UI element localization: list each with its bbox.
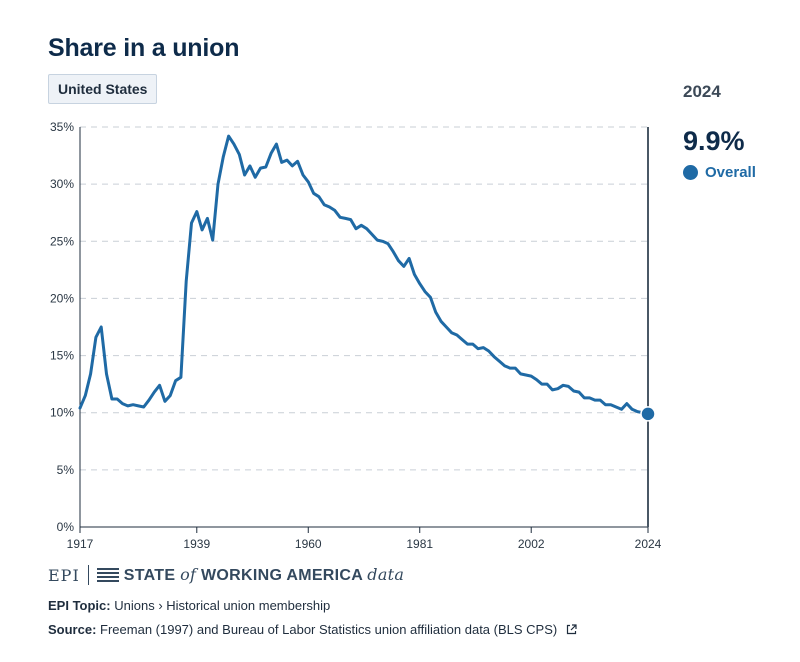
selected-year: 2024 xyxy=(683,82,721,102)
external-link-icon[interactable] xyxy=(566,624,577,635)
logo-of: of xyxy=(180,565,196,584)
source-line: Source: Freeman (1997) and Bureau of Lab… xyxy=(48,622,577,637)
x-tick-label: 2024 xyxy=(635,537,662,551)
epi-swa-logo: EPI STATE of WORKING AMERICA data xyxy=(48,565,404,585)
y-tick-label: 10% xyxy=(50,406,74,420)
y-tick-label: 0% xyxy=(57,520,75,534)
y-tick-label: 20% xyxy=(50,291,74,305)
highlight-point xyxy=(641,407,655,421)
logo-data: data xyxy=(367,565,404,584)
logo-state: STATE xyxy=(124,567,176,584)
topic-line: EPI Topic: Unions › Historical union mem… xyxy=(48,598,330,613)
source-label: Source: xyxy=(48,622,96,637)
x-tick-label: 1960 xyxy=(295,537,322,551)
series-line-overall xyxy=(80,136,648,414)
logo-divider xyxy=(88,565,89,585)
y-tick-label: 25% xyxy=(50,234,74,248)
topic-text: Unions › Historical union membership xyxy=(114,598,330,613)
logo-epi: EPI xyxy=(48,566,80,585)
flag-icon xyxy=(97,568,119,582)
x-tick-label: 2002 xyxy=(518,537,545,551)
legend-overall[interactable]: Overall xyxy=(683,164,756,181)
y-tick-label: 35% xyxy=(50,120,74,134)
logo-working-america: WORKING AMERICA xyxy=(201,567,363,584)
y-tick-label: 30% xyxy=(50,177,74,191)
legend-dot-icon xyxy=(683,165,698,180)
x-tick-label: 1917 xyxy=(67,537,94,551)
x-tick-label: 1939 xyxy=(183,537,210,551)
y-tick-label: 15% xyxy=(50,349,74,363)
x-tick-label: 1981 xyxy=(406,537,433,551)
logo-wordmark: STATE of WORKING AMERICA data xyxy=(124,565,404,585)
selected-value: 9.9% xyxy=(683,126,745,157)
y-tick-label: 5% xyxy=(57,463,75,477)
legend-label: Overall xyxy=(705,164,756,181)
line-chart[interactable]: 0% 5% 10% 15% 20% 25% 30% 35% 1917 1939 1960 1981 20… xyxy=(0,0,800,560)
topic-label: EPI Topic: xyxy=(48,598,111,613)
source-text: Freeman (1997) and Bureau of Labor Stati… xyxy=(100,622,557,637)
